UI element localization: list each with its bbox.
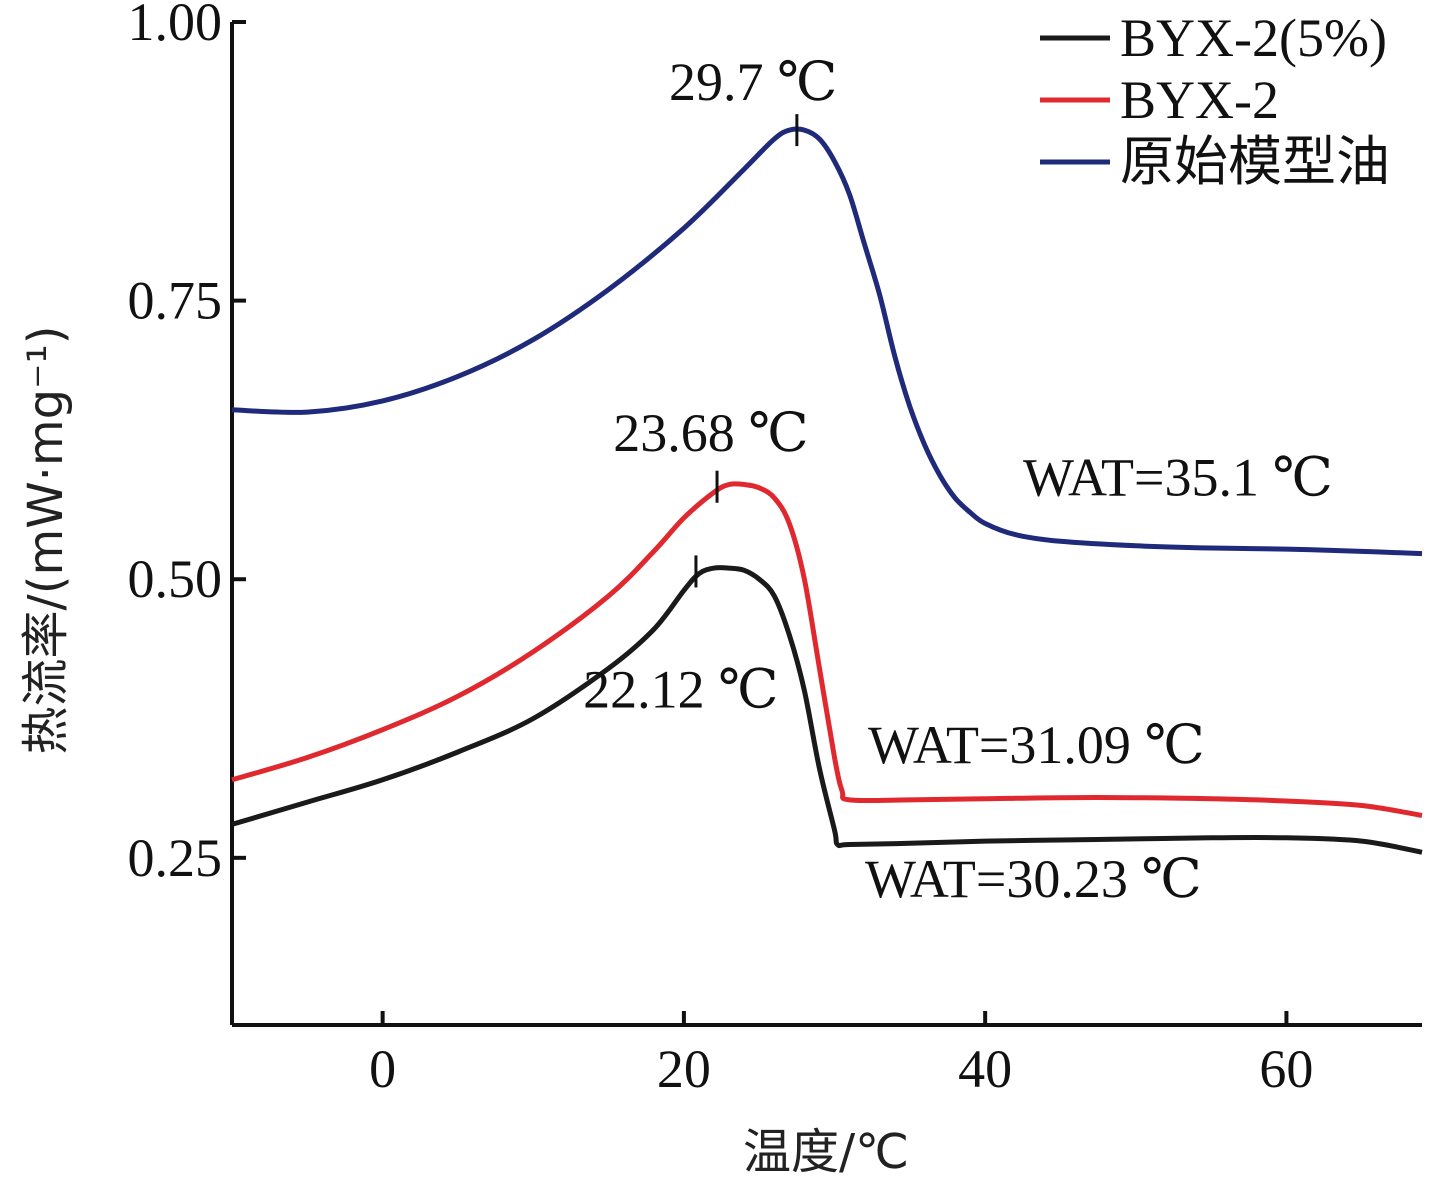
annotation-label: 23.68 ℃ (613, 403, 808, 463)
y-tick-label: 0.75 (128, 271, 223, 331)
annotation-label: 22.12 ℃ (583, 659, 778, 719)
axes: 0.25 0.50 0.75 1.00 0 20 40 60 (128, 0, 1422, 1099)
legend-label: BYX-2 (1120, 70, 1279, 130)
annotation-label: 29.7 ℃ (669, 52, 837, 112)
series-line-1 (231, 481, 1423, 818)
y-tick-label: 0.25 (128, 828, 223, 888)
legend-label: 原始模型油 (1120, 132, 1390, 192)
series-line-0 (231, 565, 1423, 855)
series-line-2 (231, 126, 1423, 557)
x-axis-label: 温度/℃ (743, 1124, 909, 1180)
annotation-label: WAT=30.23 ℃ (865, 849, 1202, 909)
y-tick-label: 0.50 (128, 549, 223, 609)
peak-markers (694, 114, 799, 588)
y-tick-label: 1.00 (128, 0, 223, 52)
x-tick-label: 0 (369, 1039, 396, 1099)
x-tick-label: 40 (958, 1039, 1012, 1099)
annotation-label: WAT=31.09 ℃ (868, 715, 1205, 775)
series-layer (231, 126, 1423, 855)
legend-label: BYX-2(5%) (1120, 8, 1387, 68)
annotation-label: WAT=35.1 ℃ (1023, 448, 1333, 508)
x-tick-label: 60 (1259, 1039, 1313, 1099)
x-tick-label: 20 (657, 1039, 711, 1099)
y-axis-label: 热流率/(mW·mg⁻¹) (18, 326, 74, 755)
annotations: 29.7 ℃ 23.68 ℃ 22.12 ℃ WAT=35.1 ℃ WAT=31.09 … (583, 52, 1333, 909)
